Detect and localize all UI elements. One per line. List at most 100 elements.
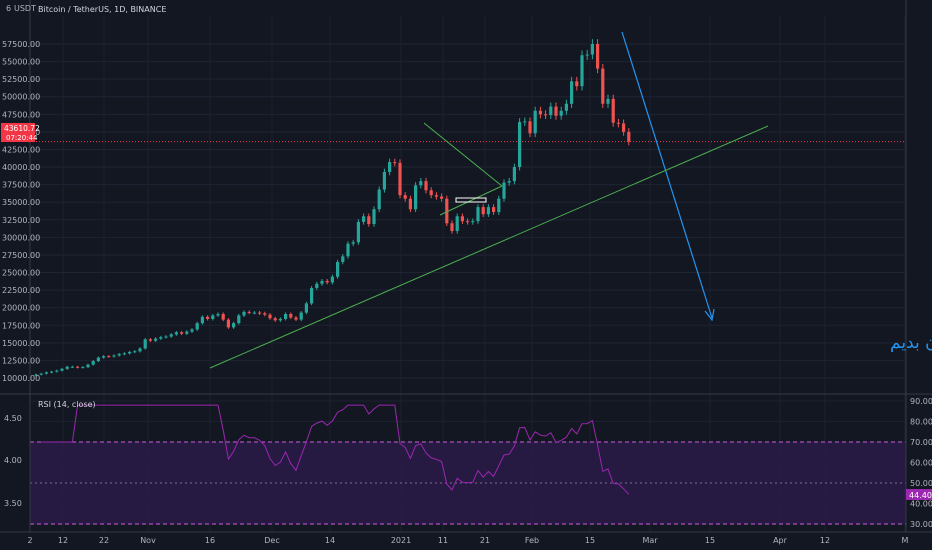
candle <box>502 182 506 199</box>
rsi-title[interactable]: RSI (14, close) <box>38 400 96 409</box>
symbol-title[interactable]: Bitcoin / TetherUS, 1D, BINANCE <box>38 5 166 14</box>
candle <box>549 106 553 116</box>
rsi-current-value: 44.40 <box>909 491 932 500</box>
candle <box>476 207 480 222</box>
candle <box>304 303 308 313</box>
candle <box>341 256 345 262</box>
candle <box>585 54 589 56</box>
candle <box>388 162 392 172</box>
left-tick-label: 3.50 <box>4 499 22 508</box>
price-tick-label: 40000.00 <box>2 163 40 172</box>
candle <box>221 314 225 320</box>
candle <box>55 370 59 372</box>
candle <box>86 364 90 368</box>
triangle-lower-line[interactable] <box>439 185 503 216</box>
candle <box>299 312 303 320</box>
candle <box>226 319 230 328</box>
candle <box>398 162 402 196</box>
highlight-box[interactable] <box>455 197 487 203</box>
price-tick-label: 50000.00 <box>2 93 40 102</box>
left-axis: 4.50 4.00 3.50 <box>4 414 22 508</box>
candle <box>362 216 366 222</box>
candle <box>372 209 376 225</box>
rsi-line <box>41 404 630 495</box>
price-tick-label: 27500.00 <box>2 251 40 260</box>
candle <box>460 216 464 222</box>
candle <box>60 368 64 371</box>
candle <box>486 207 490 215</box>
candle <box>580 55 584 87</box>
time-tick-label: Mar <box>642 536 658 545</box>
rsi-tick-label: 60.00 <box>910 459 932 468</box>
time-tick-label: Dec <box>264 536 279 545</box>
candle <box>268 314 272 319</box>
time-tick-label: Apr <box>773 536 788 545</box>
candle <box>237 315 241 324</box>
candle <box>242 311 246 316</box>
time-axis[interactable]: 2 12 22 Nov 16 Dec 14 2021 11 21 Feb 15 Mar 15 Apr 12 M <box>27 536 908 545</box>
price-tick-label: 52500.00 <box>2 75 40 84</box>
time-tick-label: 11 <box>438 536 448 545</box>
candle <box>622 123 626 132</box>
annotation-text[interactable]: وحید تا اینجا میاد به گای سگ میریم باید … <box>890 332 932 353</box>
candle <box>148 339 152 341</box>
candle <box>247 311 251 313</box>
price-tick-label: 32500.00 <box>2 216 40 225</box>
candle <box>382 171 386 190</box>
candle <box>190 329 194 332</box>
candle <box>559 110 563 116</box>
candle <box>206 316 210 319</box>
time-tick-label: M <box>902 536 909 545</box>
price-tick-label: 37500.00 <box>2 181 40 190</box>
candle <box>315 283 319 288</box>
rsi-axis[interactable]: 90.00 80.00 70.00 60.00 50.00 40.00 30.00 <box>910 397 932 529</box>
candle <box>419 181 423 186</box>
candle <box>518 122 522 168</box>
candle <box>336 261 340 277</box>
candle <box>289 314 293 318</box>
currency-top-label: 6 <box>6 4 11 13</box>
candle <box>91 361 95 365</box>
candle <box>408 198 412 210</box>
time-tick-label: 2 <box>27 536 32 545</box>
candle <box>185 331 189 334</box>
candle <box>393 162 397 164</box>
price-tick-label: 35000.00 <box>2 198 40 207</box>
support-trendline[interactable] <box>209 125 769 369</box>
candle <box>356 221 360 243</box>
projection-arrow[interactable] <box>621 31 713 319</box>
price-tick-label: 10000.00 <box>2 374 40 383</box>
candle <box>39 373 43 375</box>
candle <box>278 318 282 321</box>
candle <box>424 181 428 191</box>
triangle-upper-line[interactable] <box>423 122 503 187</box>
rsi-tick-label: 80.00 <box>910 418 932 427</box>
time-tick-label: 15 <box>705 536 715 545</box>
price-tick-label: 55000.00 <box>2 58 40 67</box>
candle <box>533 110 537 134</box>
candle <box>616 122 620 124</box>
candle <box>367 216 371 225</box>
candle <box>294 317 298 320</box>
candle <box>200 316 204 324</box>
candle <box>596 44 600 69</box>
time-tick-label: Nov <box>140 536 156 545</box>
price-tick-label: 20000.00 <box>2 304 40 313</box>
candle <box>414 185 418 210</box>
candle <box>263 313 267 315</box>
time-tick-label: 12 <box>58 536 68 545</box>
candle <box>154 338 158 341</box>
candle <box>195 323 199 330</box>
candle <box>102 356 106 358</box>
price-tick-label: 42500.00 <box>2 145 40 154</box>
candle <box>455 216 459 232</box>
candle <box>481 207 485 215</box>
candle <box>164 336 168 338</box>
candle <box>310 287 314 304</box>
time-tick-label: 14 <box>325 536 335 545</box>
price-tick-label: 12500.00 <box>2 356 40 365</box>
candle <box>96 357 100 362</box>
candle <box>232 323 236 328</box>
time-tick-label: 21 <box>480 536 490 545</box>
